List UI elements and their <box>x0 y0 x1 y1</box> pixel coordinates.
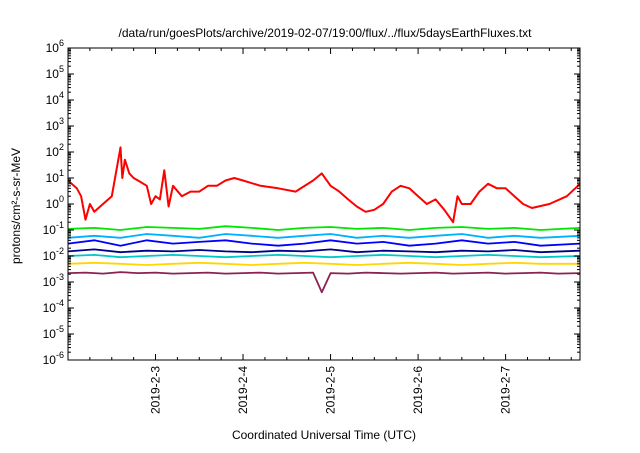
y-tick-exponent: 6 <box>59 38 64 48</box>
y-tick-label: 102 <box>46 142 64 159</box>
series-line-5 <box>67 254 581 259</box>
y-tick-base: 10 <box>43 353 57 367</box>
y-tick-exponent: 1 <box>59 168 64 178</box>
y-tick-exponent: 0 <box>59 194 64 204</box>
y-tick-base: 10 <box>46 41 60 55</box>
y-axis-label-text: protons/cm²-s-sr-MeV <box>9 148 23 264</box>
series-line-7 <box>67 271 581 294</box>
y-tick-exponent: -2 <box>56 246 64 256</box>
y-tick-exponent: 4 <box>59 90 64 100</box>
y-tick-base: 10 <box>46 119 60 133</box>
y-tick-exponent: -4 <box>56 298 64 308</box>
y-tick-label: 10-1 <box>43 220 64 237</box>
y-tick-base: 10 <box>46 67 60 81</box>
y-tick-base: 10 <box>46 197 60 211</box>
y-tick-exponent: -1 <box>56 220 64 230</box>
series-line-2 <box>67 233 581 239</box>
series-line-4 <box>67 248 581 254</box>
series-line-1 <box>67 225 581 231</box>
y-tick-exponent: 5 <box>59 64 64 74</box>
y-tick-label: 106 <box>46 38 64 55</box>
y-tick-label: 100 <box>46 194 64 211</box>
x-tick-label: 2019-2-3 <box>149 366 163 414</box>
y-tick-base: 10 <box>43 223 57 237</box>
y-tick-base: 10 <box>43 249 57 263</box>
x-tick-label: 2019-2-6 <box>411 366 425 414</box>
x-axis: 2019-2-3 2019-2-4 2019-2-5 2019-2-6 2019-2-7 <box>89 48 572 414</box>
plot-frame <box>67 47 581 361</box>
y-tick-base: 10 <box>46 171 60 185</box>
y-tick-base: 10 <box>46 93 60 107</box>
y-tick-exponent: -6 <box>56 350 64 360</box>
x-axis-label: Coordinated Universal Time (UTC) <box>232 428 416 442</box>
x-tick-label: 2019-2-4 <box>236 366 250 414</box>
y-tick-base: 10 <box>43 327 57 341</box>
y-tick-exponent: 3 <box>59 116 64 126</box>
y-tick-base: 10 <box>43 275 57 289</box>
y-tick-label: 105 <box>46 64 64 81</box>
chart-title: /data/run/goesPlots/archive/2019-02-07/1… <box>119 26 533 40</box>
series-line-3 <box>67 239 581 247</box>
y-tick-label: 10-2 <box>43 246 64 263</box>
y-tick-label: 10-6 <box>43 350 64 367</box>
series-line-6 <box>67 261 580 266</box>
y-tick-exponent: -3 <box>56 272 64 282</box>
y-tick-label: 104 <box>46 90 64 107</box>
y-tick-exponent: 2 <box>59 142 64 152</box>
x-tick-label: 2019-2-7 <box>499 366 513 414</box>
y-tick-label: 10-4 <box>43 298 64 315</box>
x-tick-label: 2019-2-5 <box>324 366 338 414</box>
y-tick-base: 10 <box>46 145 60 159</box>
y-axis-label: protons/cm²-s-sr-MeV <box>9 148 23 264</box>
y-axis: 10610510410310210110010-110-210-310-410-… <box>43 38 580 367</box>
y-tick-label: 10-5 <box>43 324 64 341</box>
series-line-0 <box>67 146 581 224</box>
y-tick-label: 101 <box>46 168 64 185</box>
y-tick-base: 10 <box>43 301 57 315</box>
series-layer <box>67 146 581 294</box>
y-tick-label: 10-3 <box>43 272 64 289</box>
y-tick-label: 103 <box>46 116 64 133</box>
y-tick-exponent: -5 <box>56 324 64 334</box>
